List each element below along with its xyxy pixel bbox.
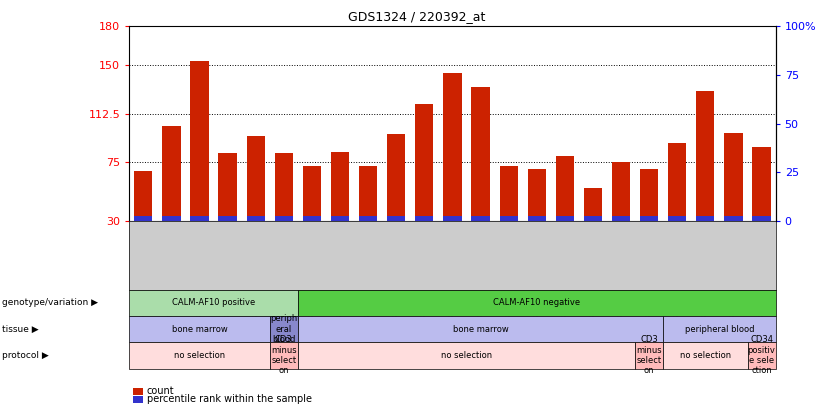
Bar	[274, 215, 293, 221]
Text: percentile rank within the sample: percentile rank within the sample	[147, 394, 312, 404]
Bar	[725, 132, 742, 221]
Bar	[668, 143, 686, 221]
Bar	[387, 134, 405, 221]
Bar	[190, 61, 208, 221]
Text: no selection: no selection	[441, 351, 492, 360]
Bar	[359, 215, 377, 221]
Bar	[359, 166, 377, 221]
Text: protocol ▶: protocol ▶	[2, 351, 48, 360]
Bar	[331, 215, 349, 221]
Bar	[471, 87, 490, 221]
Bar	[752, 215, 771, 221]
Bar	[444, 215, 461, 221]
Bar	[190, 215, 208, 221]
Bar	[415, 215, 434, 221]
Text: no selection: no selection	[174, 351, 225, 360]
Text: bone marrow: bone marrow	[453, 324, 509, 334]
Bar	[331, 152, 349, 221]
Text: CD34
positiv
e sele
ction: CD34 positiv e sele ction	[747, 335, 776, 375]
Bar	[134, 215, 153, 221]
Bar	[696, 91, 715, 221]
Bar	[696, 215, 715, 221]
Bar	[219, 215, 237, 221]
Text: CD3
minus
select
on: CD3 minus select on	[636, 335, 662, 375]
Bar	[500, 215, 518, 221]
Text: CALM-AF10 positive: CALM-AF10 positive	[172, 298, 255, 307]
Text: no selection: no selection	[680, 351, 731, 360]
Bar	[528, 169, 546, 221]
Text: bone marrow: bone marrow	[172, 324, 228, 334]
Text: periph
eral
blood: periph eral blood	[270, 314, 298, 344]
Bar	[555, 156, 574, 221]
Bar	[274, 153, 293, 221]
Bar	[163, 126, 180, 221]
Bar	[303, 215, 321, 221]
Bar	[528, 215, 546, 221]
Bar	[612, 215, 631, 221]
Bar	[247, 215, 265, 221]
Bar	[584, 188, 602, 221]
Bar	[387, 215, 405, 221]
Text: peripheral blood: peripheral blood	[685, 324, 754, 334]
Bar	[752, 147, 771, 221]
Bar	[640, 169, 658, 221]
Bar	[471, 215, 490, 221]
Text: tissue ▶: tissue ▶	[2, 324, 38, 334]
Bar	[500, 166, 518, 221]
Text: genotype/variation ▶: genotype/variation ▶	[2, 298, 98, 307]
Bar	[640, 215, 658, 221]
Bar	[584, 215, 602, 221]
Bar	[725, 215, 742, 221]
Bar	[555, 215, 574, 221]
Text: count: count	[147, 386, 174, 396]
Bar	[668, 215, 686, 221]
Bar	[247, 136, 265, 221]
Text: GDS1324 / 220392_at: GDS1324 / 220392_at	[349, 10, 485, 23]
Bar	[134, 171, 153, 221]
Bar	[444, 73, 461, 221]
Text: CALM-AF10 negative: CALM-AF10 negative	[493, 298, 580, 307]
Bar	[415, 104, 434, 221]
Bar	[612, 162, 631, 221]
Bar	[163, 215, 180, 221]
Bar	[303, 166, 321, 221]
Text: CD3
minus
select
on: CD3 minus select on	[271, 335, 297, 375]
Bar	[219, 153, 237, 221]
